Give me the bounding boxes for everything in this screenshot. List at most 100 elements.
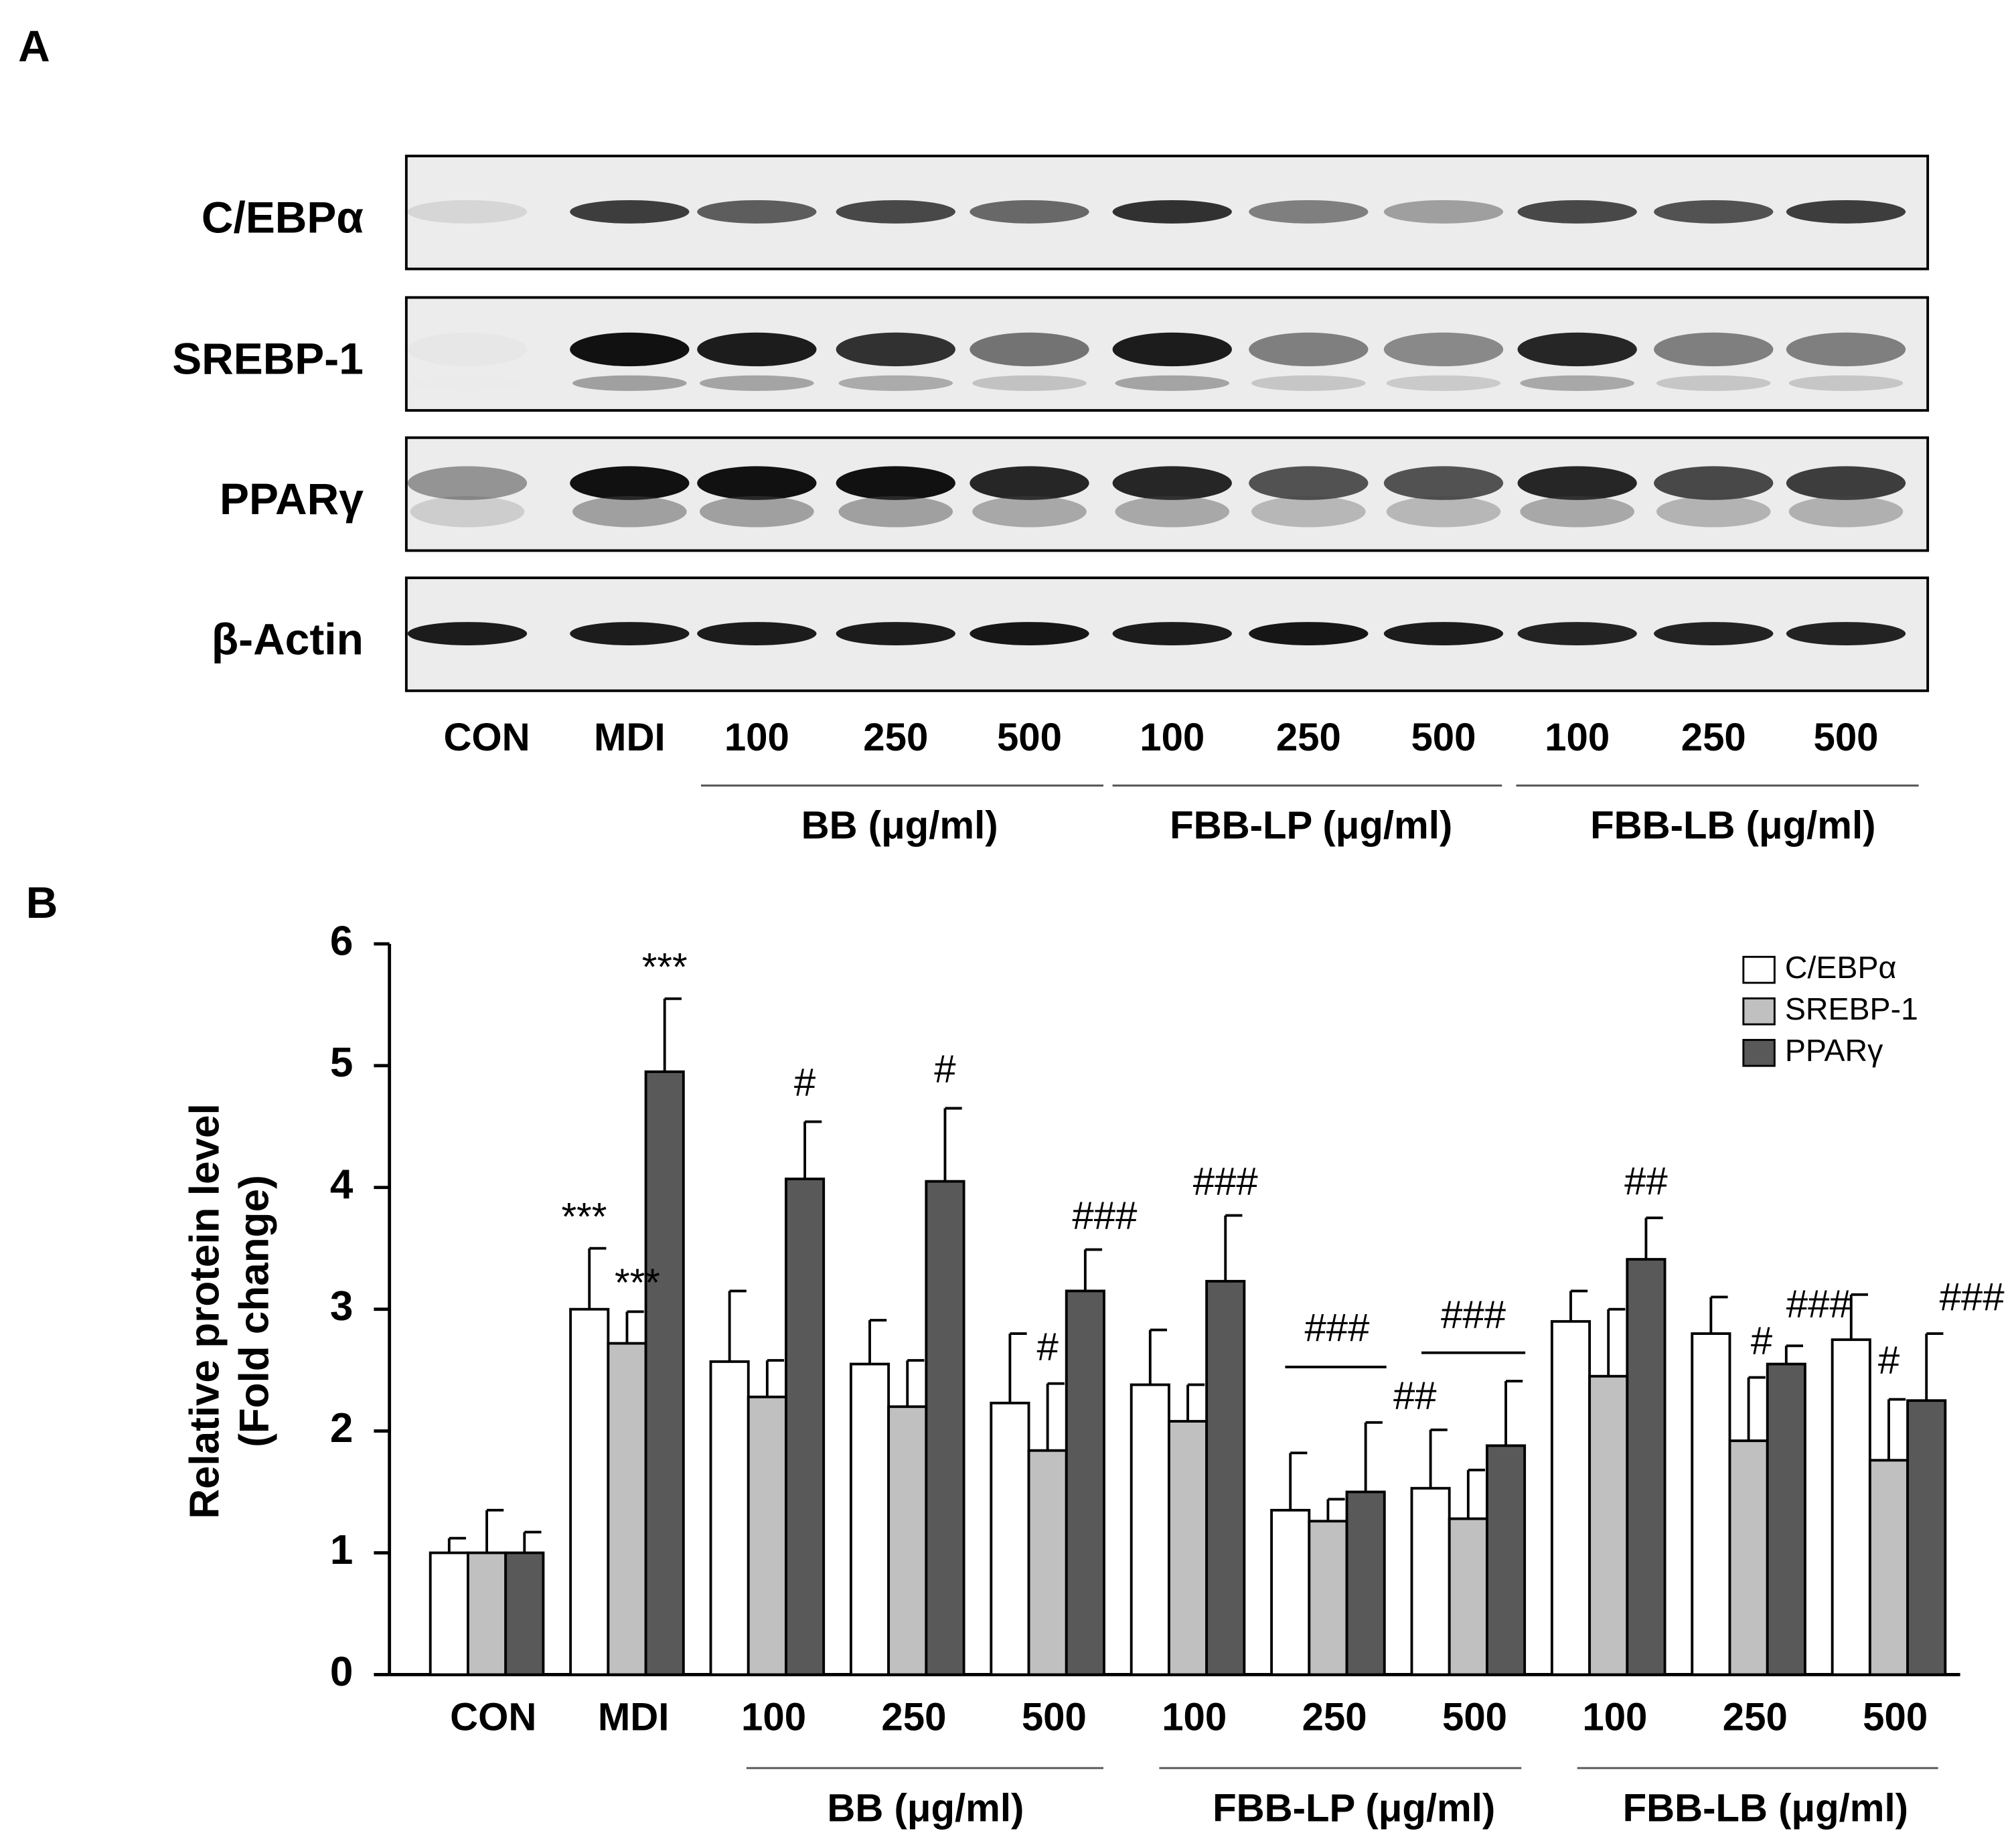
- blot-band: [836, 622, 955, 645]
- bar: [1766, 1362, 1806, 1676]
- blot-band: [700, 375, 814, 391]
- x-tick-label: 100: [1582, 1696, 1647, 1739]
- blot-band: [1383, 622, 1504, 645]
- significance-mark: #: [1751, 1319, 1773, 1363]
- y-tick-label: 0: [330, 1649, 354, 1695]
- y-tick-label: 6: [330, 918, 354, 964]
- significance-mark: #: [794, 1061, 816, 1105]
- blot-band: [410, 496, 525, 528]
- blot-band: [1249, 332, 1369, 367]
- bar: [644, 1070, 685, 1676]
- significance-mark: ##: [1393, 1374, 1437, 1418]
- significance-mark: #: [1036, 1326, 1059, 1369]
- bar: [709, 1360, 750, 1676]
- x-tick-label: 500: [1863, 1696, 1928, 1739]
- blot-band: [970, 199, 1089, 224]
- x-tick-label: 100: [741, 1696, 806, 1739]
- blot-band: [1249, 199, 1369, 224]
- blot-band: [838, 375, 953, 391]
- significance-mark: ***: [615, 1261, 660, 1305]
- blot-band: [1788, 375, 1904, 391]
- blot-band: [1517, 466, 1637, 500]
- bar: [1205, 1279, 1246, 1676]
- significance-mark: ###: [1441, 1293, 1506, 1337]
- x-tick-label: 250: [881, 1696, 946, 1739]
- lane-label: 250: [1276, 716, 1341, 759]
- lane-label: 250: [863, 716, 928, 759]
- blot-band: [1788, 496, 1904, 528]
- bar: [429, 1551, 469, 1676]
- y-tick-label: 4: [330, 1162, 354, 1208]
- blot-band: [1115, 496, 1230, 528]
- legend-label: SREBP-1: [1785, 991, 1918, 1026]
- blot-band: [1786, 199, 1906, 224]
- x-tick-label: MDI: [598, 1696, 670, 1739]
- blot-band: [1517, 199, 1637, 224]
- significance-mark: ###: [1193, 1159, 1259, 1203]
- blot-band: [1520, 496, 1634, 528]
- blot-band: [1786, 332, 1906, 367]
- blot-band: [570, 332, 690, 367]
- legend-label: C/EBPα: [1785, 950, 1896, 985]
- bar: [925, 1180, 965, 1676]
- blot-band: [1386, 496, 1501, 528]
- blot-band: [1656, 496, 1771, 528]
- legend-swatch: [1742, 955, 1776, 984]
- significance-mark: ###: [1940, 1275, 2005, 1319]
- blot-band: [1383, 199, 1504, 224]
- blot-band: [1786, 466, 1906, 500]
- bar: [569, 1307, 610, 1676]
- legend-swatch: [1742, 1038, 1776, 1067]
- blot-band: [836, 332, 955, 367]
- bar: [1065, 1289, 1105, 1676]
- lane-label: 100: [1545, 716, 1610, 759]
- blot-band: [1656, 375, 1771, 391]
- bar: [1728, 1439, 1769, 1676]
- blot-band: [410, 376, 525, 391]
- blot-band: [1517, 622, 1637, 645]
- blot-band: [1251, 496, 1366, 528]
- blot-band: [1112, 332, 1232, 367]
- blot-band: [1520, 375, 1634, 391]
- blot-band: [1654, 199, 1774, 224]
- blot-band: [572, 496, 687, 528]
- bar: [1027, 1449, 1068, 1676]
- bar: [607, 1342, 647, 1676]
- blot-band: [1517, 332, 1637, 367]
- panel-label: B: [26, 878, 58, 927]
- group-label: FBB-LP (μg/ml): [1170, 804, 1452, 848]
- group-label: BB (μg/ml): [827, 1786, 1024, 1830]
- protein-label: C/EBPα: [202, 192, 364, 242]
- blot-band: [407, 199, 528, 224]
- blot-band: [1654, 332, 1774, 367]
- x-tick-label: 100: [1162, 1696, 1227, 1739]
- significance-mark: ###: [1072, 1194, 1138, 1237]
- lane-label: MDI: [594, 716, 666, 759]
- bar: [1130, 1383, 1170, 1676]
- blot-band: [970, 332, 1089, 367]
- x-tick-label: 250: [1723, 1696, 1788, 1739]
- lane-label: 100: [724, 716, 789, 759]
- blot-band: [1249, 466, 1369, 500]
- y-axis-title-line: (Fold change): [231, 1175, 277, 1447]
- lane-label: CON: [443, 716, 530, 759]
- blot-band: [697, 622, 817, 645]
- blot-band: [1115, 375, 1230, 391]
- protein-label: SREBP-1: [172, 334, 364, 384]
- blot-band: [407, 622, 528, 645]
- blot-band: [697, 332, 817, 367]
- bar: [1868, 1459, 1910, 1676]
- blot-band: [1386, 375, 1501, 391]
- group-label: BB (μg/ml): [801, 804, 998, 848]
- blot-band: [570, 622, 690, 645]
- y-tick-label: 5: [330, 1040, 354, 1086]
- bar: [1448, 1517, 1488, 1676]
- protein-label: β-Actin: [212, 614, 364, 663]
- blot-band: [970, 466, 1089, 500]
- bar: [1167, 1420, 1209, 1676]
- y-tick-label: 1: [330, 1527, 354, 1573]
- blot-band: [407, 466, 528, 500]
- blot-band: [838, 496, 953, 528]
- blot-band: [1383, 466, 1504, 500]
- blot-band: [836, 466, 955, 500]
